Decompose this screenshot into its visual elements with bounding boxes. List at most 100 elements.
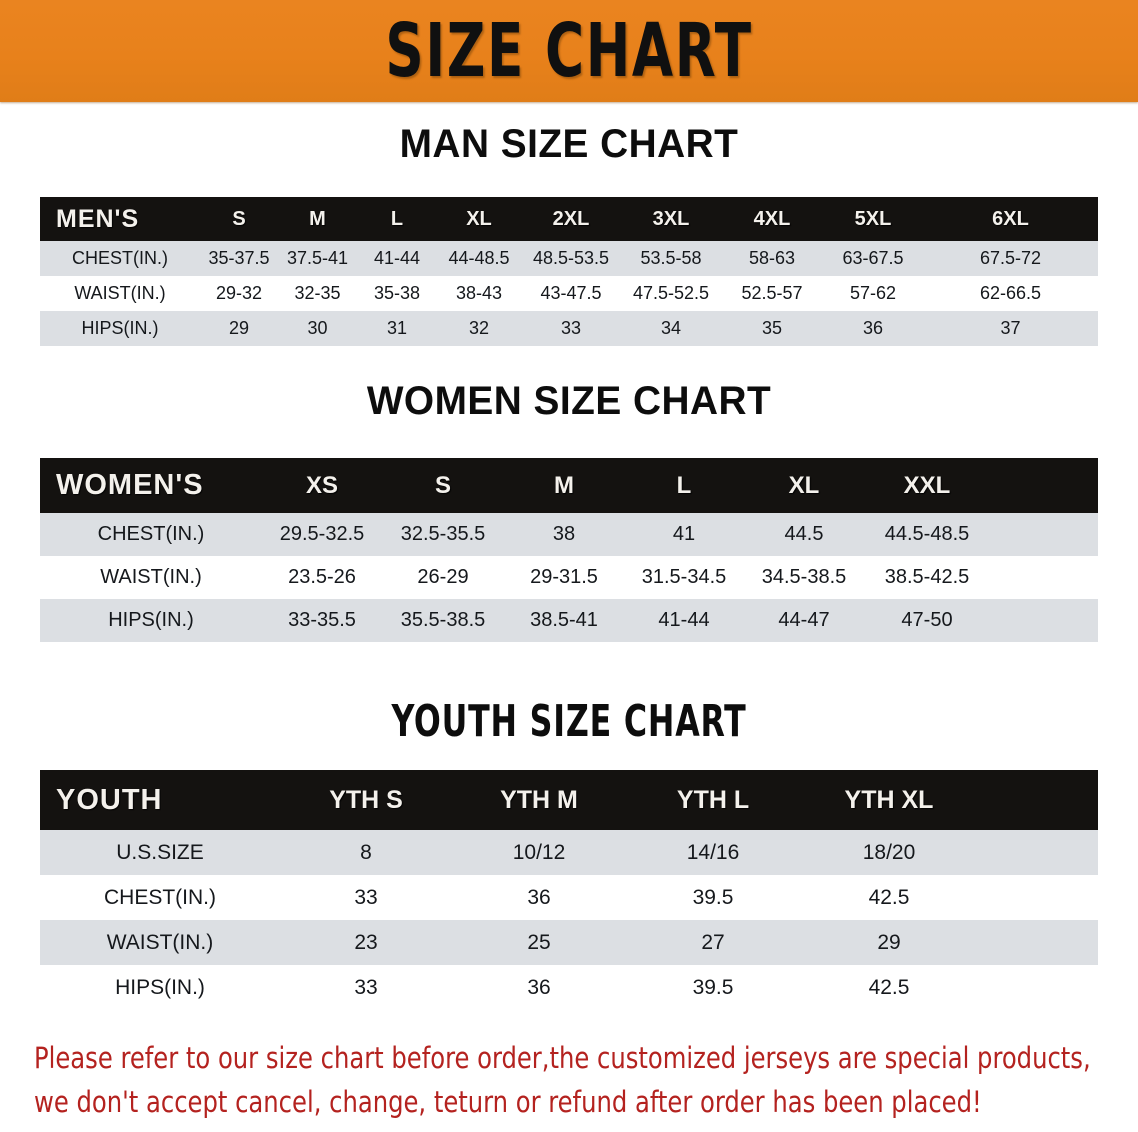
women-cell-r2-c1: 23.5-26: [288, 566, 356, 588]
youth-cell-r1-c4: 18/20: [862, 840, 916, 864]
men-cell-r3-c6: 34: [660, 318, 682, 338]
women-header-row: WOMEN'S XS S M L XL XXL: [40, 458, 1098, 513]
youth-row-spacer: [978, 830, 1098, 875]
youth-cell-r4-c4: 42.5: [868, 975, 910, 999]
men-cell-r2-c4: 38-43: [455, 283, 503, 303]
men-cell-r2-c5: 43-47.5: [540, 283, 602, 303]
youth-cell-r3-c1: 23: [354, 930, 378, 954]
men-cell-r3-c1: 29: [228, 318, 250, 338]
youth-row-label: HIPS(IN.): [115, 975, 205, 999]
youth-cell-r2-c4: 42.5: [868, 885, 910, 909]
women-header-spacer: [990, 458, 1098, 513]
youth-row-spacer: [978, 875, 1098, 920]
women-row-label: CHEST(IN.): [97, 523, 205, 545]
youth-row-label: U.S.SIZE: [116, 840, 204, 864]
table-row: HIPS(IN.) 29 30 31 32 33 34 35 36 37: [40, 311, 1098, 346]
men-row-label: CHEST(IN.): [72, 248, 168, 268]
men-cell-r2-c3: 35-38: [373, 283, 421, 303]
women-cell-r3-c5: 44-47: [778, 609, 830, 631]
women-cell-r1-c5: 44.5: [784, 523, 824, 545]
youth-header-row: YOUTH YTH S YTH M YTH L YTH XL: [40, 770, 1098, 830]
youth-cell-r3-c4: 29: [877, 930, 901, 954]
youth-column-header-1: YTH S: [329, 785, 403, 814]
women-row-spacer: [990, 513, 1098, 556]
men-row-label: HIPS(IN.): [81, 318, 159, 338]
men-cell-r2-c8: 57-62: [849, 283, 897, 303]
women-row-spacer: [990, 556, 1098, 599]
men-cell-r1-c5: 48.5-53.5: [532, 248, 610, 268]
youth-row-spacer: [978, 920, 1098, 965]
men-cell-r1-c3: 41-44: [373, 248, 421, 268]
women-cell-r1-c1: 29.5-32.5: [279, 523, 365, 545]
men-cell-r2-c6: 47.5-52.5: [632, 283, 710, 303]
men-column-header-8: 5XL: [854, 207, 892, 230]
youth-size-table: YOUTH YTH S YTH M YTH L YTH XL U.S.SIZE 8 10/12…: [40, 770, 1098, 1010]
men-cell-r1-c2: 37.5-41: [286, 248, 349, 268]
men-cell-r1-c6: 53.5-58: [640, 248, 702, 268]
women-cell-r1-c6: 44.5-48.5: [884, 523, 970, 545]
youth-cell-r1-c3: 14/16: [686, 840, 740, 864]
youth-column-header-4: YTH XL: [844, 785, 934, 814]
disclaimer-line-2: we don't accept cancel, change, teturn o…: [34, 1085, 982, 1119]
table-row: HIPS(IN.) 33 36 39.5 42.5: [40, 965, 1098, 1010]
women-cell-r3-c1: 33-35.5: [288, 609, 356, 631]
youth-cell-r1-c2: 10/12: [512, 840, 566, 864]
youth-table-body: YOUTH YTH S YTH M YTH L YTH XL U.S.SIZE 8 10/12…: [40, 770, 1098, 1010]
women-table-body: WOMEN'S XS S M L XL XXL CHEST(IN.) 29.5-32.5 32.5…: [40, 458, 1098, 642]
women-row-spacer: [990, 599, 1098, 642]
youth-cell-r3-c2: 25: [527, 930, 551, 954]
youth-corner-label: YOUTH: [56, 783, 163, 816]
women-cell-r1-c2: 32.5-35.5: [400, 523, 486, 545]
youth-cell-r2-c2: 36: [527, 885, 551, 909]
men-column-header-3: L: [390, 207, 404, 230]
men-cell-r1-c8: 63-67.5: [842, 248, 904, 268]
women-cell-r3-c3: 38.5-41: [530, 609, 598, 631]
table-row: HIPS(IN.) 33-35.5 35.5-38.5 38.5-41 41-44 44-…: [40, 599, 1098, 642]
youth-cell-r4-c1: 33: [354, 975, 378, 999]
men-cell-r3-c9: 37: [1000, 318, 1021, 338]
women-cell-r2-c6: 38.5-42.5: [884, 566, 970, 588]
men-corner-label: MEN'S: [56, 204, 140, 233]
women-size-table: WOMEN'S XS S M L XL XXL CHEST(IN.) 29.5-32.5 32.5…: [40, 458, 1098, 642]
men-cell-r1-c1: 35-37.5: [208, 248, 270, 268]
disclaimer-line-1: Please refer to our size chart before or…: [34, 1041, 1091, 1075]
men-cell-r2-c9: 62-66.5: [979, 283, 1042, 303]
men-size-table: MEN'S S M L XL 2XL 3XL 4XL 5XL 6XL CHEST(IN.) 35-37…: [40, 197, 1098, 346]
table-row: WAIST(IN.) 23 25 27 29: [40, 920, 1098, 965]
women-corner-label: WOMEN'S: [56, 469, 204, 501]
table-row: CHEST(IN.) 33 36 39.5 42.5: [40, 875, 1098, 920]
women-cell-r1-c4: 41: [672, 523, 696, 545]
men-cell-r2-c1: 29-32: [215, 283, 263, 303]
men-cell-r3-c4: 32: [468, 318, 490, 338]
order-policy-disclaimer: Please refer to our size chart before or…: [34, 1036, 1091, 1124]
men-cell-r3-c5: 33: [560, 318, 582, 338]
men-column-header-1: S: [232, 207, 246, 230]
men-cell-r3-c8: 36: [862, 318, 884, 338]
men-row-label: WAIST(IN.): [74, 283, 166, 303]
header-banner: SIZE CHART: [0, 0, 1138, 102]
women-column-header-6: XXL: [903, 471, 951, 499]
women-cell-r1-c3: 38: [552, 523, 576, 545]
youth-cell-r2-c3: 39.5: [692, 885, 734, 909]
men-cell-r1-c9: 67.5-72: [979, 248, 1042, 268]
men-column-header-4: XL: [466, 207, 492, 230]
youth-header-spacer: [978, 770, 1098, 830]
men-table-body: MEN'S S M L XL 2XL 3XL 4XL 5XL 6XL CHEST(IN.) 35-37…: [40, 197, 1098, 346]
women-column-header-4: L: [676, 471, 692, 499]
women-cell-r3-c4: 41-44: [658, 609, 710, 631]
table-row: WAIST(IN.) 23.5-26 26-29 29-31.5 31.5-34.5 34…: [40, 556, 1098, 599]
women-cell-r3-c2: 35.5-38.5: [400, 609, 486, 631]
youth-cell-r4-c2: 36: [527, 975, 551, 999]
men-cell-r3-c3: 31: [386, 318, 408, 338]
women-cell-r2-c4: 31.5-34.5: [641, 566, 727, 588]
women-cell-r2-c5: 34.5-38.5: [761, 566, 847, 588]
youth-row-spacer: [978, 965, 1098, 1010]
women-row-label: WAIST(IN.): [100, 566, 202, 588]
men-cell-r3-c2: 30: [307, 318, 328, 338]
women-section-heading: WOMEN SIZE CHART: [366, 379, 772, 423]
youth-cell-r4-c3: 39.5: [692, 975, 734, 999]
men-column-header-2: M: [309, 207, 326, 230]
men-cell-r2-c2: 32-35: [294, 283, 341, 303]
men-column-header-7: 4XL: [753, 207, 791, 230]
youth-row-label: CHEST(IN.): [104, 885, 216, 909]
